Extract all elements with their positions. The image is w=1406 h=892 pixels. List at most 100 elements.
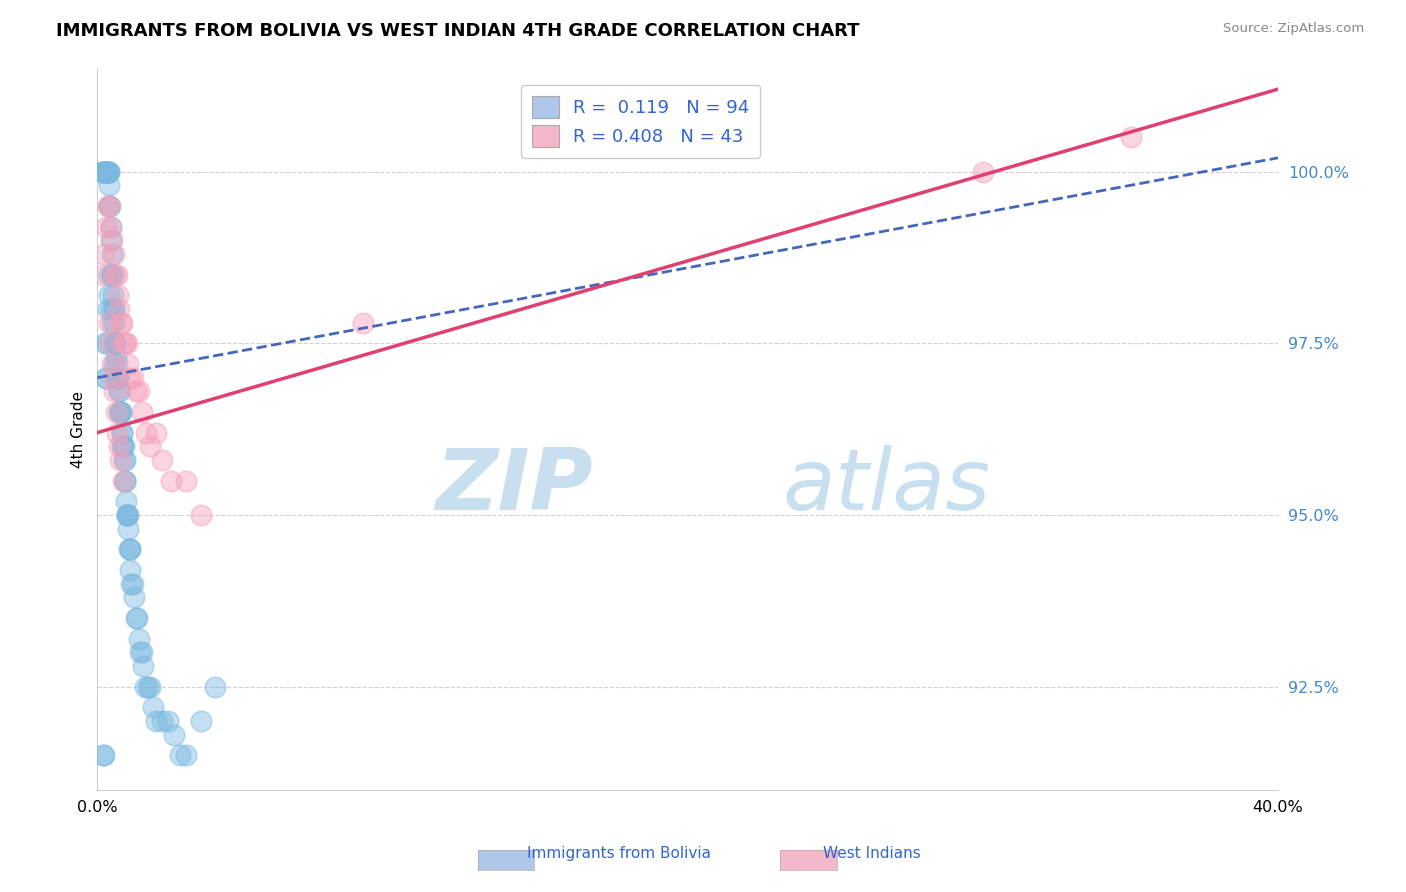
Point: [128, 632, 150, 646]
Point: [112, 474, 135, 488]
Point: [112, 336, 135, 351]
Point: [150, 453, 173, 467]
Point: [100, 357, 122, 371]
Point: [93, 748, 115, 763]
Point: [104, 268, 127, 282]
Point: [111, 439, 134, 453]
Point: [96, 164, 118, 178]
Point: [111, 316, 134, 330]
Point: [97, 164, 120, 178]
Point: [127, 611, 149, 625]
Point: [98, 178, 121, 193]
Point: [136, 680, 159, 694]
Point: [103, 301, 125, 316]
Point: [125, 611, 148, 625]
Point: [112, 439, 135, 453]
Point: [108, 384, 131, 399]
Text: Immigrants from Bolivia: Immigrants from Bolivia: [527, 846, 710, 861]
Point: [101, 268, 124, 282]
Point: [107, 370, 129, 384]
Point: [97, 301, 120, 316]
Point: [97, 268, 120, 282]
Point: [114, 336, 136, 351]
Point: [101, 288, 124, 302]
Point: [163, 728, 186, 742]
Point: [111, 425, 134, 440]
Point: [98, 199, 121, 213]
Point: [115, 508, 138, 522]
Text: ZIP: ZIP: [436, 445, 593, 528]
Point: [169, 748, 191, 763]
Point: [190, 714, 212, 728]
Point: [94, 164, 117, 178]
Point: [118, 542, 141, 557]
Point: [117, 508, 139, 522]
Point: [118, 370, 141, 384]
Point: [352, 316, 374, 330]
Point: [120, 563, 142, 577]
Point: [972, 164, 994, 178]
Point: [96, 336, 118, 351]
Point: [100, 219, 122, 234]
Point: [107, 370, 129, 384]
Point: [128, 384, 150, 399]
Point: [103, 247, 125, 261]
Point: [101, 316, 124, 330]
Point: [110, 425, 132, 440]
Point: [134, 680, 156, 694]
Point: [131, 645, 153, 659]
Point: [125, 384, 148, 399]
Point: [139, 439, 162, 453]
Point: [105, 357, 128, 371]
Point: [100, 233, 122, 247]
Point: [117, 522, 139, 536]
Point: [103, 357, 125, 371]
Point: [97, 316, 120, 330]
Point: [145, 425, 167, 440]
Point: [150, 714, 173, 728]
Point: [104, 405, 127, 419]
Point: [160, 474, 183, 488]
Point: [98, 336, 121, 351]
Point: [120, 576, 142, 591]
Point: [93, 164, 115, 178]
Point: [93, 164, 115, 178]
Point: [105, 370, 128, 384]
Point: [103, 301, 125, 316]
Point: [145, 714, 167, 728]
Point: [91, 268, 114, 282]
Point: [101, 268, 124, 282]
Point: [103, 384, 125, 399]
Text: atlas: atlas: [782, 445, 990, 528]
Y-axis label: 4th Grade: 4th Grade: [72, 391, 86, 467]
Point: [117, 357, 139, 371]
Point: [103, 316, 125, 330]
Point: [104, 336, 127, 351]
Point: [112, 453, 135, 467]
Point: [94, 370, 117, 384]
Point: [104, 350, 127, 364]
Point: [91, 164, 114, 178]
Point: [93, 247, 115, 261]
Point: [110, 453, 132, 467]
Point: [105, 268, 128, 282]
Point: [107, 384, 129, 399]
Point: [107, 370, 129, 384]
Point: [107, 425, 129, 440]
Text: West Indians: West Indians: [823, 846, 921, 861]
Text: Source: ZipAtlas.com: Source: ZipAtlas.com: [1223, 22, 1364, 36]
Point: [122, 591, 145, 605]
Point: [108, 301, 131, 316]
Point: [97, 199, 120, 213]
Point: [101, 370, 124, 384]
Point: [131, 405, 153, 419]
Point: [117, 508, 139, 522]
Point: [132, 659, 155, 673]
Point: [114, 453, 136, 467]
Point: [110, 405, 132, 419]
Point: [104, 336, 127, 351]
Point: [121, 576, 143, 591]
Point: [97, 164, 120, 178]
Point: [115, 508, 138, 522]
Point: [101, 233, 124, 247]
